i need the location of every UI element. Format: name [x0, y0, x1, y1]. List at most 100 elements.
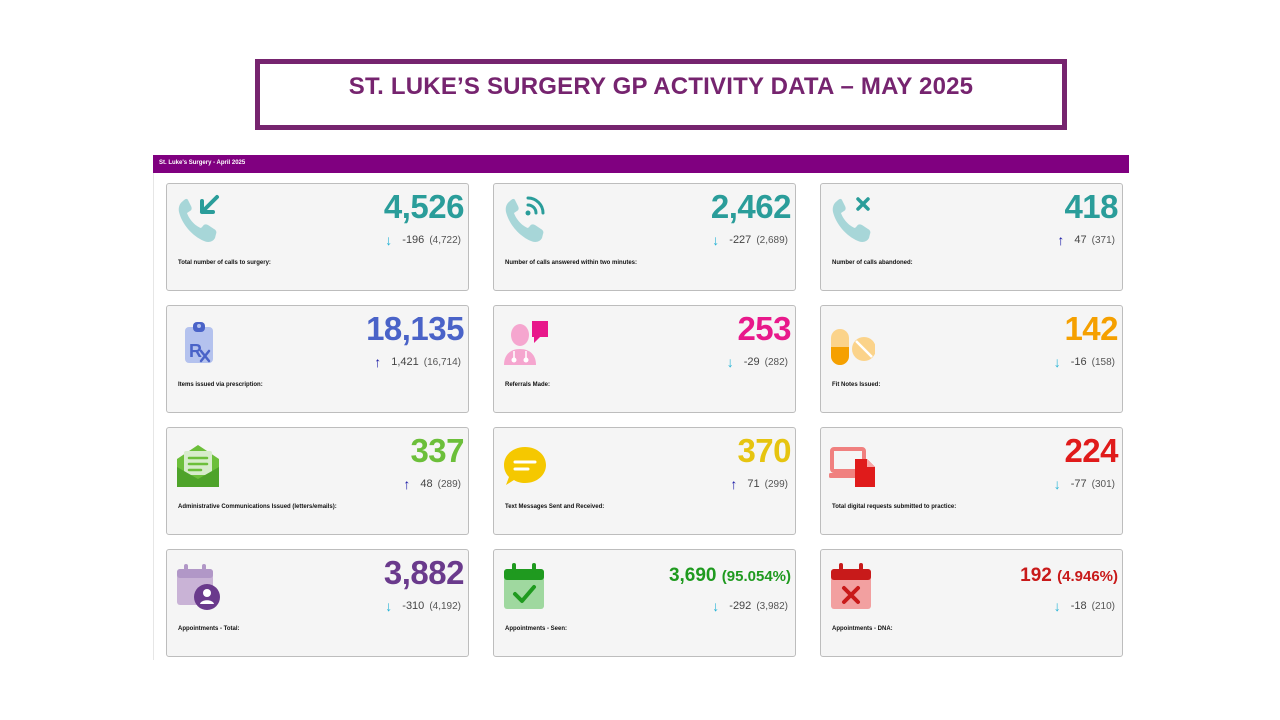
card-label: Referrals Made: — [505, 382, 551, 388]
card-delta: ↓ -29 (282) — [727, 354, 788, 370]
card-change: 1,421 — [391, 356, 419, 368]
arrow-down-icon: ↓ — [385, 232, 393, 248]
card-previous: (4,722) — [429, 234, 461, 246]
card-label: Fit Notes Issued: — [832, 382, 881, 388]
card-previous: (371) — [1091, 234, 1115, 246]
arrow-down-icon: ↓ — [712, 232, 720, 248]
card-value: 3,882 — [383, 554, 465, 591]
card-change: -16 — [1070, 356, 1087, 368]
phone-answered-icon — [502, 193, 548, 245]
calendar-x-icon — [829, 559, 875, 611]
arrow-up-icon: ↑ — [1057, 232, 1065, 248]
card-change: -77 — [1070, 478, 1087, 490]
card-label: Appointments - DNA: — [832, 626, 893, 632]
card-calls-total: 4,526 ↓ -196 (4,722) Total number of cal… — [166, 183, 469, 291]
arrow-down-icon: ↓ — [385, 598, 393, 614]
card-previous: (299) — [764, 478, 788, 490]
card-label: Number of calls answered within two minu… — [505, 260, 638, 266]
card-value: 4,526 — [383, 188, 465, 225]
card-previous: (210) — [1091, 600, 1115, 612]
card-value: 3,690 (95.054%) — [669, 564, 791, 589]
arrow-down-icon: ↓ — [1053, 598, 1061, 614]
card-prescriptions: R 18,135 ↑ 1,421 (16,714) Items issued v… — [166, 305, 469, 413]
card-label: Text Messages Sent and Received: — [505, 504, 605, 510]
card-previous: (16,714) — [423, 356, 461, 368]
arrow-down-icon: ↓ — [726, 354, 734, 370]
page-title: ST. LUKE’S SURGERY GP ACTIVITY DATA – MA… — [348, 73, 974, 100]
card-admin-communications: 337 ↑ 48 (289) Administrative Communicat… — [166, 427, 469, 535]
card-calls-abandoned: 418 ↑ 47 (371) Number of calls abandoned… — [820, 183, 1123, 291]
arrow-up-icon: ↑ — [730, 476, 738, 492]
arrow-down-icon: ↓ — [1053, 354, 1061, 370]
card-value-percent: (95.054%) — [721, 568, 791, 585]
card-change: -227 — [729, 234, 752, 246]
card-label: Number of calls abandoned: — [832, 260, 913, 266]
phone-incoming-icon — [175, 193, 221, 245]
card-change: -18 — [1070, 600, 1087, 612]
card-change: -196 — [402, 234, 425, 246]
card-value: 142 — [1064, 310, 1118, 347]
card-delta: ↓ -196 (4,722) — [385, 232, 461, 248]
phone-abandoned-icon — [829, 193, 875, 245]
card-change: -310 — [402, 600, 425, 612]
card-value-number: 3,690 — [668, 565, 717, 586]
card-value: 370 — [737, 432, 791, 469]
pills-icon — [829, 315, 876, 367]
arrow-down-icon: ↓ — [1053, 476, 1061, 492]
card-change: 71 — [747, 478, 760, 490]
card-fit-notes: 142 ↓ -16 (158) Fit Notes Issued: — [820, 305, 1123, 413]
doctor-referral-icon — [502, 315, 548, 367]
prescription-icon: R — [175, 315, 221, 367]
card-value-percent: (4.946%) — [1057, 568, 1118, 585]
card-label: Administrative Communications Issued (le… — [178, 504, 337, 510]
report-left-edge — [153, 173, 154, 660]
arrow-up-icon: ↑ — [403, 476, 411, 492]
card-change: 48 — [420, 478, 433, 490]
title-box: ST. LUKE’S SURGERY GP ACTIVITY DATA – MA… — [255, 59, 1067, 130]
card-value: 224 — [1064, 432, 1118, 469]
card-change: -292 — [729, 600, 752, 612]
calendar-person-icon — [175, 559, 221, 611]
svg-text:R: R — [189, 341, 202, 361]
card-value: 418 — [1064, 188, 1118, 225]
card-value: 2,462 — [710, 188, 792, 225]
report-header-bar: St. Luke's Surgery - April 2025 — [153, 155, 1129, 173]
card-delta: ↓ -227 (2,689) — [712, 232, 788, 248]
card-previous: (4,192) — [429, 600, 461, 612]
card-previous: (301) — [1091, 478, 1115, 490]
arrow-up-icon: ↑ — [374, 354, 382, 370]
card-change: -29 — [743, 356, 760, 368]
arrow-down-icon: ↓ — [712, 598, 720, 614]
card-value: 192 (4.946%) — [1020, 564, 1118, 589]
card-value-number: 192 — [1020, 565, 1052, 586]
card-appointments-seen: 3,690 (95.054%) ↓ -292 (3,982) Appointme… — [493, 549, 796, 657]
card-previous: (3,982) — [756, 600, 788, 612]
card-delta: ↑ 71 (299) — [730, 476, 788, 492]
card-change: 47 — [1074, 234, 1087, 246]
card-delta: ↑ 1,421 (16,714) — [374, 354, 461, 370]
chat-bubble-icon — [502, 437, 548, 489]
card-calls-answered: 2,462 ↓ -227 (2,689) Number of calls ans… — [493, 183, 796, 291]
report-panel: St. Luke's Surgery - April 2025 4,526 ↓ … — [153, 155, 1129, 660]
card-value: 337 — [410, 432, 464, 469]
card-delta: ↓ -16 (158) — [1054, 354, 1115, 370]
card-delta: ↑ 48 (289) — [403, 476, 461, 492]
card-previous: (289) — [437, 478, 461, 490]
laptop-document-icon — [829, 437, 875, 489]
card-value: 253 — [737, 310, 791, 347]
card-label: Items issued via prescription: — [178, 382, 263, 388]
card-previous: (158) — [1091, 356, 1115, 368]
card-referrals: 253 ↓ -29 (282) Referrals Made: — [493, 305, 796, 413]
card-delta: ↓ -310 (4,192) — [385, 598, 461, 614]
card-appointments-dna: 192 (4.946%) ↓ -18 (210) Appointments - … — [820, 549, 1123, 657]
card-delta: ↓ -18 (210) — [1054, 598, 1115, 614]
card-value: 18,135 — [366, 310, 464, 347]
envelope-letter-icon — [175, 437, 221, 489]
report-header-title: St. Luke's Surgery - April 2025 — [159, 160, 246, 166]
card-delta: ↓ -77 (301) — [1054, 476, 1115, 492]
card-digital-requests: 224 ↓ -77 (301) Total digital requests s… — [820, 427, 1123, 535]
card-appointments-total: 3,882 ↓ -310 (4,192) Appointments - Tota… — [166, 549, 469, 657]
card-label: Total number of calls to surgery: — [178, 260, 271, 266]
card-delta: ↓ -292 (3,982) — [712, 598, 788, 614]
